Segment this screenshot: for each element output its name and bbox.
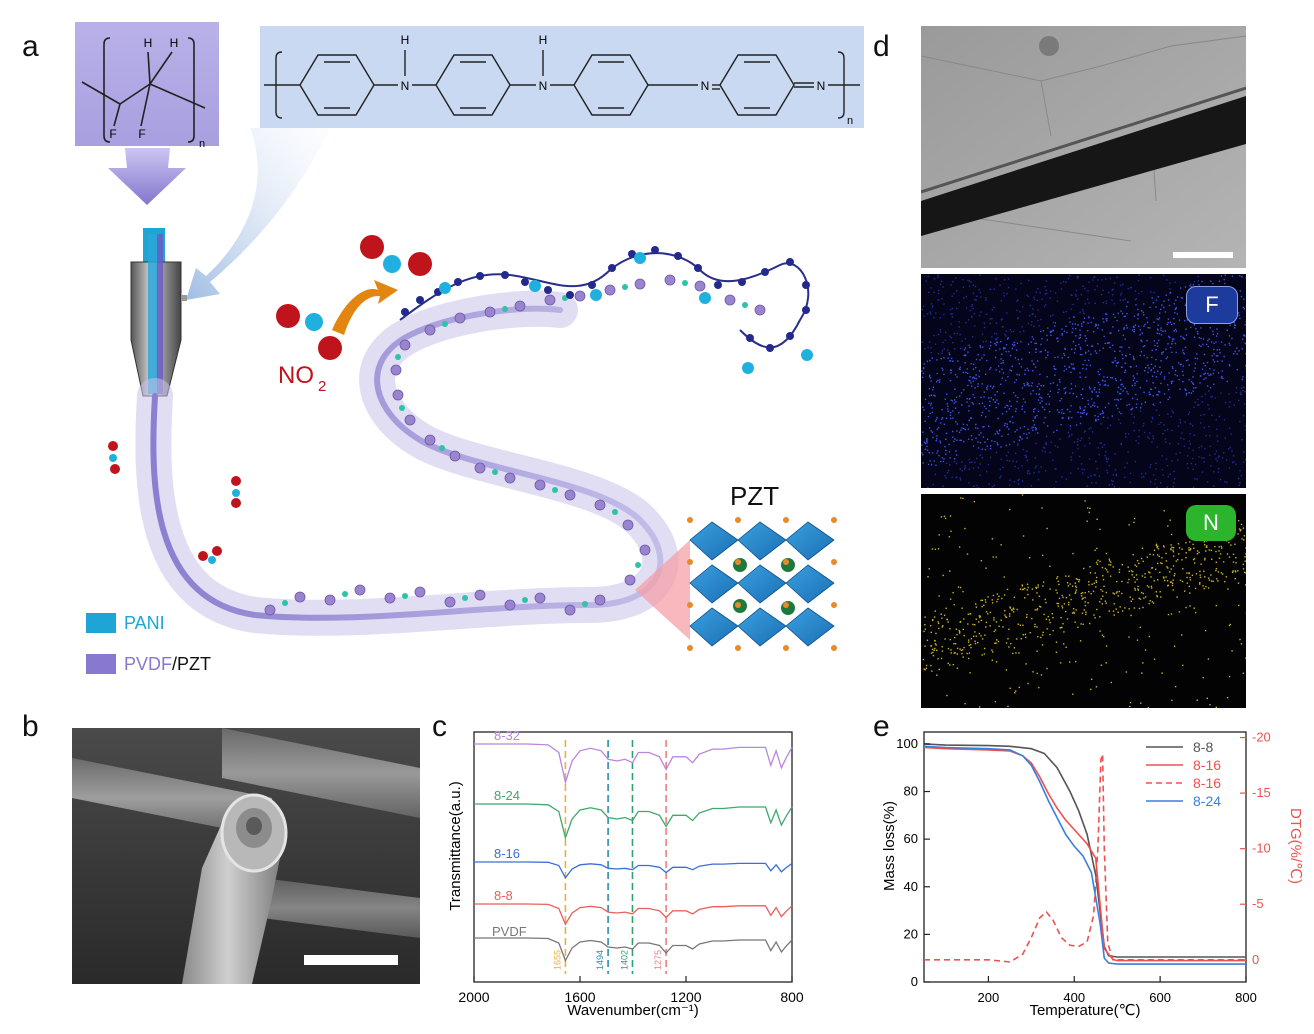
panel-letter-e: e <box>873 710 890 743</box>
ftir-series-line <box>474 803 793 841</box>
pani-n4: N <box>817 79 826 93</box>
legend-label-pani: PANI <box>124 613 165 633</box>
panel-a-schematic: H H F F n H N H N N N n <box>75 22 864 651</box>
tga-y-tick-label: 80 <box>904 784 918 799</box>
no2-subscript: 2 <box>318 378 326 395</box>
legend-label-pzt: /PZT <box>172 654 212 674</box>
panel-letter-b: b <box>22 710 39 743</box>
tga-x-tick-label: 200 <box>978 990 1000 1005</box>
eds-map-n-badge: N <box>1186 505 1236 541</box>
ftir-plot-frame <box>473 731 793 983</box>
no2-molecule-1 <box>360 235 432 276</box>
legend-swatch-pvdf <box>86 654 116 674</box>
pvdf-f1: F <box>109 127 116 141</box>
no2-molecule-2 <box>276 304 342 360</box>
tga-x-tick-label: 800 <box>1235 990 1257 1005</box>
ftir-x-label: Wavenumber(cm⁻¹) <box>567 1002 699 1019</box>
pvdf-h2: H <box>170 36 179 50</box>
tga-y-tick-label: 40 <box>904 879 918 894</box>
pani-h2: H <box>539 33 548 47</box>
tem-image <box>921 26 1246 268</box>
ftir-reference-label: 1275 <box>653 950 663 970</box>
tga-legend-label: 8-16 <box>1193 775 1221 791</box>
legend-label-pvdf-pzt: PVDF/PZT <box>124 654 211 675</box>
ftir-series-label: 8-24 <box>494 788 520 803</box>
tga-y2-tick-label: -15 <box>1252 785 1271 800</box>
tga-legend-label: 8-8 <box>1193 739 1213 755</box>
pvdf-h1: H <box>144 36 153 50</box>
ftir-x-tick-label: 800 <box>780 989 804 1005</box>
legend-label-pvdf: PVDF <box>124 654 173 674</box>
no2-label: NO <box>278 362 314 389</box>
tga-series-line <box>923 745 1246 965</box>
ftir-reference-label: 1402 <box>619 950 629 970</box>
tga-y2-tick-label: -5 <box>1252 896 1264 911</box>
tga-plot-frame <box>923 731 1247 983</box>
pani-n: n <box>847 115 853 127</box>
ftir-x-tick-label: 2000 <box>458 989 489 1005</box>
tga-y2-tick-label: -10 <box>1252 841 1271 856</box>
ftir-series-line <box>474 937 793 963</box>
pzt-lattice <box>689 521 835 647</box>
ftir-series-line <box>474 903 793 926</box>
sem-image <box>72 728 420 984</box>
tga-y-tick-label: 20 <box>904 926 918 941</box>
tga-y2-tick-label: -20 <box>1252 730 1271 745</box>
tem-scale-bar <box>1173 252 1233 258</box>
tga-y-tick-label: 100 <box>896 736 918 751</box>
tga-x-tick-label: 400 <box>1063 990 1085 1005</box>
pani-h1: H <box>401 33 410 47</box>
sem-scale-bar <box>304 955 398 965</box>
tga-y2-label: DTG(%/℃) <box>1287 808 1304 884</box>
tga-x-label: Temperature(℃) <box>1029 1002 1140 1019</box>
pzt-label: PZT <box>730 481 779 511</box>
pvdf-n: n <box>199 138 205 150</box>
pvdf-f2: F <box>138 127 145 141</box>
panel-letter-a: a <box>22 30 39 63</box>
tga-chart: Mass loss(%) DTG(%/℃) 200 400 600 800020406… <box>881 730 1304 1019</box>
panel-letter-d: d <box>873 30 890 63</box>
tga-legend-label: 8-16 <box>1193 757 1221 773</box>
ftir-series-label: 8-16 <box>494 846 520 861</box>
ftir-y-label: Transmittance(a.u.) <box>447 781 464 911</box>
tga-legend-label: 8-24 <box>1193 793 1221 809</box>
pani-n1: N <box>401 79 410 93</box>
pani-n2: N <box>539 79 548 93</box>
ftir-reference-label: 1494 <box>595 950 605 970</box>
ftir-series-line <box>474 861 793 879</box>
tga-series-line <box>924 753 1246 963</box>
tga-y-tick-label: 60 <box>904 831 918 846</box>
tga-y-label: Mass loss(%) <box>881 801 898 891</box>
eds-map-f-badge: F <box>1186 286 1238 324</box>
tga-legend: 8-8 8-16 8-16 8-24 <box>1146 739 1221 809</box>
ftir-series-label: PVDF <box>492 924 527 939</box>
tga-y2-tick-label: 0 <box>1252 952 1259 967</box>
legend-swatch-pani <box>86 613 116 633</box>
panel-letter-c: c <box>432 710 447 743</box>
ftir-series-label: 8-32 <box>494 728 520 743</box>
pani-n3: N <box>701 79 710 93</box>
ftir-chart: Transmittance(a.u.) 1655 1494 1402 1275 8-3… <box>447 728 804 1019</box>
tga-x-tick-label: 600 <box>1149 990 1171 1005</box>
ftir-reference-label: 1655 <box>552 950 562 970</box>
ftir-series-label: 8-8 <box>494 888 513 903</box>
ftir-x-tick-label: 1200 <box>670 989 701 1005</box>
ftir-series-line <box>474 743 793 785</box>
ftir-x-tick-label: 1600 <box>564 989 595 1005</box>
tga-y-tick-label: 0 <box>911 974 918 989</box>
